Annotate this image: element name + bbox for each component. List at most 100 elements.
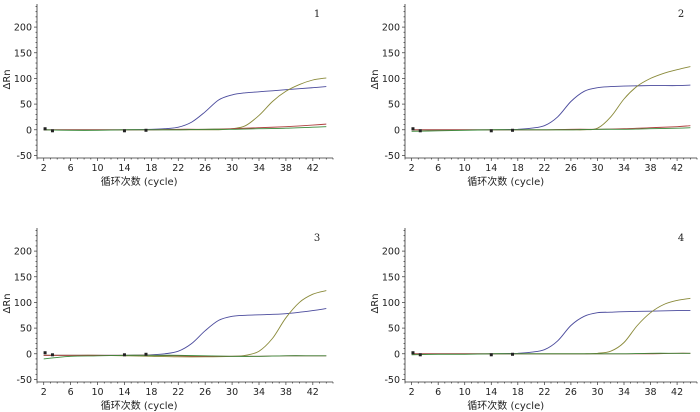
baseline-marker — [144, 352, 148, 356]
x-tick-label: 10 — [459, 163, 471, 174]
x-tick-label: 34 — [253, 387, 265, 398]
series-line-1 — [411, 310, 691, 355]
y-tick-label: 50 — [20, 100, 32, 111]
series-line-2 — [411, 297, 691, 355]
y-tick-label: 50 — [388, 100, 400, 111]
x-tick-label: 10 — [91, 387, 103, 398]
x-axis-title: 循环次数 (cycle) — [467, 175, 544, 188]
x-tick-label: 14 — [485, 163, 497, 174]
y-tick-label: 150 — [382, 272, 400, 283]
x-tick-label: 34 — [618, 387, 630, 398]
y-tick-label: 150 — [14, 272, 32, 283]
series-line-4 — [43, 354, 327, 360]
y-tick-label: 150 — [14, 48, 32, 59]
y-tick-label: 100 — [14, 298, 32, 309]
x-tick-label: 38 — [644, 163, 656, 174]
series-line-4 — [411, 127, 691, 132]
x-axis-title: 循环次数 (cycle) — [101, 399, 178, 412]
y-axis-title: ΔRn — [2, 69, 13, 89]
x-tick-label: 26 — [199, 163, 211, 174]
x-tick-label: 18 — [512, 163, 524, 174]
y-tick-label: 0 — [26, 349, 32, 360]
x-tick-label: 30 — [591, 387, 603, 398]
series-line-1 — [43, 308, 327, 356]
y-tick-label: 200 — [382, 23, 400, 34]
x-tick-label: 22 — [538, 163, 550, 174]
y-tick-label: 100 — [382, 298, 400, 309]
panel-number: 3 — [314, 233, 320, 244]
x-tick-label: 2 — [41, 163, 47, 174]
x-tick-label: 22 — [538, 387, 550, 398]
x-tick-label: 6 — [435, 387, 441, 398]
y-tick-label: 100 — [14, 74, 32, 85]
baseline-marker — [418, 129, 422, 133]
panel-number: 2 — [678, 9, 684, 20]
x-tick-label: 22 — [172, 163, 184, 174]
y-tick-label: 50 — [20, 324, 32, 335]
y-tick-label: 0 — [394, 349, 400, 360]
x-tick-label: 30 — [226, 387, 238, 398]
x-tick-label: 2 — [41, 387, 47, 398]
y-tick-label: -50 — [384, 151, 400, 162]
series-line-4 — [411, 352, 691, 356]
panel-number: 4 — [678, 233, 684, 244]
series-line-2 — [43, 77, 327, 131]
baseline-marker — [511, 352, 515, 356]
y-tick-label: -50 — [16, 151, 32, 162]
baseline-marker — [50, 353, 54, 357]
y-tick-label: -50 — [16, 375, 32, 386]
x-axis-title: 循环次数 (cycle) — [101, 175, 178, 188]
baseline-marker — [50, 129, 54, 133]
x-tick-label: 10 — [91, 163, 103, 174]
x-tick-label: 6 — [68, 387, 74, 398]
baseline-marker — [511, 128, 515, 132]
x-tick-label: 34 — [253, 163, 265, 174]
y-tick-label: 150 — [382, 48, 400, 59]
y-axis-title: ΔRn — [370, 69, 381, 89]
x-tick-label: 42 — [307, 387, 319, 398]
panel-number: 1 — [314, 9, 320, 20]
x-tick-label: 26 — [199, 387, 211, 398]
x-tick-label: 18 — [512, 387, 524, 398]
y-tick-label: 100 — [382, 74, 400, 85]
x-tick-label: 42 — [307, 163, 319, 174]
x-tick-label: 42 — [671, 387, 683, 398]
series-line-3 — [411, 125, 691, 131]
baseline-marker — [43, 351, 47, 355]
baseline-marker — [418, 353, 422, 357]
baseline-marker — [489, 129, 493, 133]
baseline-marker — [411, 351, 415, 355]
x-tick-label: 18 — [145, 387, 157, 398]
series-line-2 — [411, 66, 691, 131]
x-tick-label: 42 — [671, 163, 683, 174]
x-tick-label: 38 — [644, 387, 656, 398]
series-line-4 — [43, 126, 327, 131]
y-tick-label: 0 — [26, 125, 32, 136]
y-tick-label: -50 — [384, 375, 400, 386]
y-tick-label: 200 — [14, 23, 32, 34]
x-tick-label: 38 — [280, 163, 292, 174]
y-axis-title: ΔRn — [2, 293, 13, 313]
x-tick-label: 30 — [226, 163, 238, 174]
x-tick-label: 22 — [172, 387, 184, 398]
y-tick-label: 200 — [14, 247, 32, 258]
series-line-2 — [43, 290, 327, 358]
baseline-marker — [122, 353, 126, 357]
x-tick-label: 14 — [118, 163, 130, 174]
x-tick-label: 30 — [591, 163, 603, 174]
x-tick-label: 26 — [565, 387, 577, 398]
x-tick-label: 2 — [409, 387, 415, 398]
x-tick-label: 38 — [280, 387, 292, 398]
y-tick-label: 200 — [382, 247, 400, 258]
y-tick-label: 50 — [388, 324, 400, 335]
x-tick-label: 14 — [118, 387, 130, 398]
x-tick-label: 18 — [145, 163, 157, 174]
x-tick-label: 2 — [409, 163, 415, 174]
x-tick-label: 6 — [68, 163, 74, 174]
series-line-1 — [411, 84, 691, 131]
x-axis-title: 循环次数 (cycle) — [467, 399, 544, 412]
